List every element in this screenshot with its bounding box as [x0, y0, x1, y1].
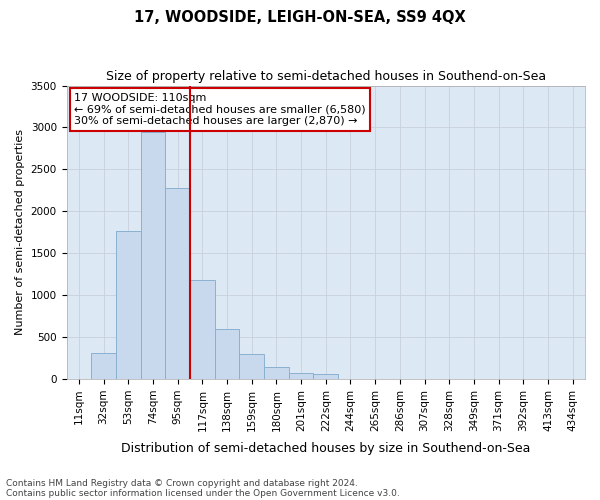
Bar: [91, 353, 116, 379]
X-axis label: Distribution of semi-detached houses by size in Southend-on-Sea: Distribution of semi-detached houses by …: [121, 442, 530, 455]
Y-axis label: Number of semi-detached properties: Number of semi-detached properties: [15, 130, 25, 336]
Bar: [116, 232, 140, 379]
Bar: [165, 188, 190, 379]
Text: Contains public sector information licensed under the Open Government Licence v3: Contains public sector information licen…: [6, 488, 400, 498]
Text: Contains HM Land Registry data © Crown copyright and database right 2024.: Contains HM Land Registry data © Crown c…: [6, 478, 358, 488]
Bar: [239, 354, 264, 379]
Bar: [289, 373, 313, 379]
Text: 17 WOODSIDE: 110sqm
← 69% of semi-detached houses are smaller (6,580)
30% of sem: 17 WOODSIDE: 110sqm ← 69% of semi-detach…: [74, 93, 366, 126]
Text: 17, WOODSIDE, LEIGH-ON-SEA, SS9 4QX: 17, WOODSIDE, LEIGH-ON-SEA, SS9 4QX: [134, 10, 466, 25]
Bar: [215, 328, 239, 379]
Bar: [313, 374, 338, 379]
Bar: [140, 132, 165, 379]
Title: Size of property relative to semi-detached houses in Southend-on-Sea: Size of property relative to semi-detach…: [106, 70, 546, 83]
Bar: [264, 368, 289, 379]
Bar: [190, 280, 215, 379]
